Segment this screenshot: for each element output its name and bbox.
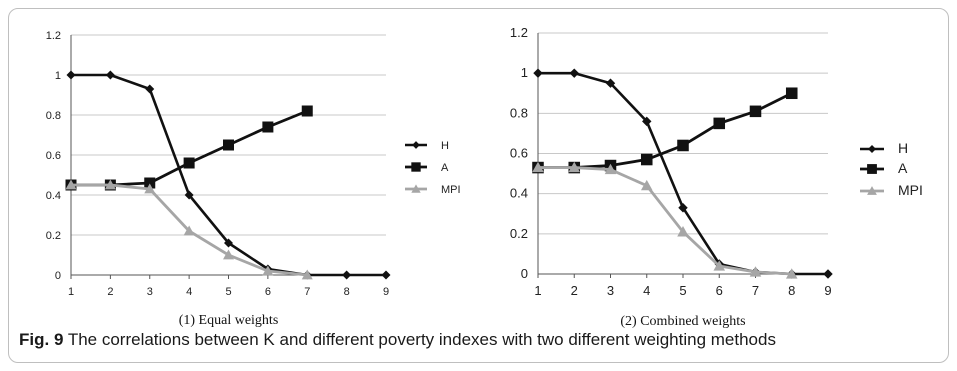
series-line-a	[538, 91, 793, 169]
x-tick-label: 7	[752, 283, 759, 298]
point-h	[678, 203, 688, 213]
legend-label-mpi: MPI	[898, 182, 923, 198]
point-a	[223, 139, 234, 151]
point-mpi	[262, 265, 274, 276]
point-mpi	[604, 163, 617, 175]
legend-marker-mpi	[411, 184, 421, 193]
point-mpi	[532, 161, 544, 173]
x-tick-label: 9	[383, 286, 389, 298]
y-tick-label: 0.8	[46, 110, 61, 122]
point-a	[749, 105, 762, 118]
point-h	[66, 70, 76, 80]
point-h	[184, 190, 194, 200]
x-tick-label: 3	[147, 286, 153, 298]
point-mpi	[301, 269, 313, 280]
point-mpi	[749, 266, 762, 277]
y-tick-label: 1	[521, 65, 528, 80]
legend-marker-a	[411, 162, 421, 172]
point-mpi	[104, 179, 116, 190]
point-mpi	[65, 179, 77, 190]
y-tick-label: 0.4	[46, 190, 61, 202]
x-tick-label: 8	[788, 283, 795, 298]
y-tick-label: 0.2	[46, 230, 61, 242]
y-tick-label: 1.2	[46, 30, 61, 42]
point-a	[262, 121, 274, 133]
x-tick-label: 2	[571, 283, 578, 298]
point-a	[183, 157, 195, 169]
point-h	[569, 68, 579, 78]
x-tick-label: 4	[186, 286, 192, 298]
y-tick-label: 0.6	[46, 150, 61, 162]
legend-marker-h	[867, 144, 877, 154]
series-line-mpi	[538, 166, 792, 276]
point-mpi	[144, 183, 156, 194]
point-h	[145, 84, 155, 94]
legend-label-mpi: MPI	[441, 184, 461, 196]
point-a	[785, 87, 798, 100]
chart-subtitle: (2) Combined weights	[620, 314, 745, 329]
series-line-h	[538, 71, 828, 276]
x-tick-label: 6	[716, 283, 723, 298]
chart-equal-weights: 0 0.2 0.4 0.6 0.8 1 1.2 1 2 3 4 5 6 7 8 9 HA MPI (1) Equal…	[46, 30, 461, 328]
point-a	[713, 117, 726, 130]
x-tick-label: 4	[643, 283, 650, 298]
x-tick-label: 8	[344, 286, 350, 298]
point-a	[677, 139, 689, 152]
y-tick-label: 0.6	[510, 146, 528, 161]
x-tick-label: 1	[68, 286, 74, 298]
caption-text: The correlations between K and different…	[67, 330, 776, 349]
chart-panel-equal-weights: 0 0.2 0.4 0.6 0.8 1 1.2 1 2 3 4 5 6 7 8 9 H A MPI (1) Equal…	[21, 19, 486, 344]
legend-marker-h	[412, 141, 420, 149]
point-h	[605, 78, 616, 88]
legend-label-a: A	[441, 162, 449, 174]
point-h	[381, 270, 391, 280]
y-tick-label: 1	[55, 70, 61, 82]
point-mpi	[713, 260, 726, 271]
point-mpi	[785, 268, 798, 279]
point-mpi	[677, 226, 689, 237]
figure-frame: 0 0.2 0.4 0.6 0.8 1 1.2 1 2 3 4 5 6 7 8 9 H A MPI (1) Equal…	[8, 8, 949, 363]
point-h	[642, 116, 652, 127]
chart-panel-combined-weights: 0 0.2 0.4 0.6 0.8 1 1.2 1 2 3 4 5 6 7 8 9 H A MPI (2) Combi…	[502, 19, 942, 344]
y-tick-label: 0.2	[510, 226, 528, 241]
y-tick-label: 0.4	[510, 186, 528, 201]
y-tick-label: 0.8	[510, 105, 528, 120]
legend-label-h: H	[898, 140, 908, 156]
y-tick-label: 0	[55, 270, 61, 282]
chart-combined-weights: 0 0.2 0.4 0.6 0.8 1 1.2 1 2 3 4 5 6 7 8 9 HA MPI (2) Combi…	[510, 25, 923, 329]
point-mpi	[223, 249, 234, 260]
x-tick-label: 7	[304, 286, 310, 298]
point-mpi	[568, 161, 581, 173]
point-h	[105, 70, 115, 80]
point-a	[640, 153, 653, 166]
x-tick-label: 2	[107, 286, 113, 298]
x-tick-label: 1	[534, 283, 541, 298]
x-tick-label: 6	[265, 286, 271, 298]
x-tick-label: 3	[607, 283, 614, 298]
point-a	[301, 105, 313, 117]
point-mpi	[640, 179, 653, 191]
point-h	[224, 238, 233, 248]
legend-marker-mpi	[867, 186, 877, 195]
chart-subtitle: (1) Equal weights	[179, 313, 279, 328]
y-tick-label: 0	[521, 266, 528, 281]
x-tick-label: 5	[225, 286, 231, 298]
legend-label-a: A	[898, 160, 908, 176]
point-h	[533, 68, 543, 78]
y-tick-label: 1.2	[510, 25, 528, 40]
point-h	[342, 270, 352, 280]
legend-marker-a	[867, 164, 877, 174]
x-tick-label: 9	[824, 283, 831, 298]
point-a	[144, 177, 156, 189]
figure-caption: Fig. 9 The correlations between K and di…	[19, 330, 944, 350]
point-mpi	[183, 225, 195, 236]
point-h	[823, 269, 833, 279]
figure-label: Fig. 9	[19, 330, 64, 349]
legend-label-h: H	[441, 140, 449, 152]
x-tick-label: 5	[679, 283, 686, 298]
